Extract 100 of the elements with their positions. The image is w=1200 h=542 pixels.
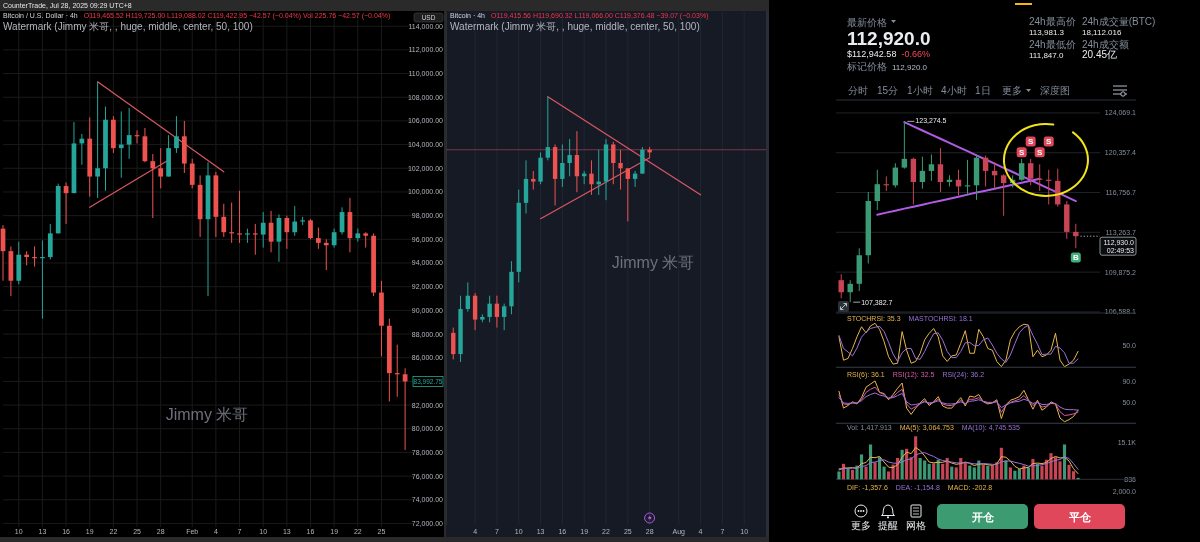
text: 18,112.016	[1082, 28, 1122, 37]
text: $112,942.58	[847, 49, 897, 59]
bar	[950, 466, 954, 480]
annotation: Jimmy 米哥	[165, 406, 249, 423]
annotation: Jimmy 米哥	[611, 254, 695, 271]
bar	[864, 466, 868, 480]
category-label: 平仓	[1067, 510, 1092, 523]
bar	[927, 463, 931, 480]
category-label: 15分	[877, 85, 899, 96]
candlestick	[1000, 173, 1007, 217]
candlestick	[919, 156, 926, 190]
candlestick	[284, 215, 290, 250]
candlestick	[79, 133, 85, 166]
candlestick	[487, 295, 492, 323]
text: 112,920.0	[847, 28, 931, 49]
candlestick	[331, 228, 337, 249]
candlestick	[126, 107, 132, 160]
bar	[923, 460, 927, 480]
candlestick	[625, 167, 630, 222]
category-label: 1日	[975, 85, 991, 96]
line-series	[838, 447, 1079, 475]
bar	[932, 463, 936, 480]
candlestick	[150, 153, 156, 219]
bar	[873, 462, 877, 480]
bar	[850, 469, 855, 480]
bar	[981, 464, 985, 480]
candlestick	[910, 157, 917, 205]
candlestick	[47, 223, 53, 260]
candlestick	[574, 130, 580, 193]
candlestick	[611, 141, 616, 185]
candlestick	[523, 159, 529, 214]
text: 24h最高价	[1029, 16, 1076, 27]
series-label: B	[1072, 253, 1079, 263]
candlestick	[174, 115, 179, 154]
candlestick	[901, 120, 908, 170]
text: 网格	[906, 520, 926, 531]
candlestick	[618, 149, 623, 191]
category-label: 1小时	[907, 85, 933, 96]
candlestick	[158, 147, 164, 189]
text: Watermark (Jimmy 米哥, , huge, middle, center, 50, 100)	[3, 21, 253, 32]
bar	[941, 463, 945, 480]
series-label: S	[1028, 137, 1035, 147]
candlestick	[982, 155, 989, 187]
category-label: 4小时	[941, 85, 967, 96]
candlestick	[640, 146, 645, 175]
candlestick	[237, 190, 242, 244]
candlestick	[937, 147, 944, 193]
bar	[1058, 461, 1062, 480]
text: 最新价格	[847, 17, 887, 28]
text: 提醒	[878, 520, 898, 531]
candlestick	[874, 169, 881, 211]
bar	[846, 468, 850, 480]
line-series	[838, 392, 1079, 411]
candlestick	[260, 211, 266, 249]
bar	[1062, 444, 1067, 480]
category-label: 更多	[1002, 85, 1022, 96]
bar	[887, 471, 891, 480]
candlestick	[292, 205, 298, 237]
category-label: 分时	[848, 85, 868, 96]
bar	[986, 465, 990, 480]
candlestick	[567, 138, 572, 177]
candlestick	[928, 153, 935, 182]
line-series	[838, 380, 1079, 423]
chart-subtitle: Watermark (Jimmy 米哥, , huge, middle, center, 50, 100)	[450, 21, 700, 32]
candlestick	[323, 238, 329, 271]
candlestick	[494, 295, 500, 329]
candlestick	[472, 292, 478, 331]
candlestick	[221, 203, 227, 238]
line-series	[838, 452, 1079, 470]
candlestick	[502, 303, 507, 331]
text: 111,847.0	[1029, 51, 1064, 60]
text: S	[1018, 148, 1025, 158]
bar	[837, 471, 841, 480]
candlestick	[838, 273, 844, 299]
candlestick	[1027, 158, 1034, 186]
bar	[918, 457, 922, 480]
candlestick	[308, 218, 313, 240]
candlestick	[316, 226, 321, 250]
candlestick	[538, 151, 543, 185]
text: S	[1037, 148, 1043, 158]
text: 24h成交额	[1082, 39, 1129, 50]
text: 112,920.0	[892, 63, 928, 72]
candlestick	[560, 143, 565, 188]
candlestick	[1018, 158, 1025, 182]
text: S	[1046, 137, 1052, 147]
candlestick	[545, 96, 550, 161]
bar	[1008, 467, 1012, 480]
text: 24h成交量(BTC)	[1082, 16, 1156, 27]
text: 更多	[851, 520, 871, 531]
text: 113,981.3	[1029, 28, 1065, 37]
candlestick	[451, 327, 456, 360]
bar	[990, 465, 994, 480]
candlestick	[189, 158, 195, 189]
candlestick	[589, 159, 594, 196]
text: 24h最低价	[1029, 39, 1076, 50]
candlestick	[531, 170, 536, 191]
text: -0.66%	[901, 49, 930, 59]
candlestick	[95, 81, 100, 199]
text: 标记价格	[846, 61, 887, 72]
line-series	[838, 386, 1079, 416]
